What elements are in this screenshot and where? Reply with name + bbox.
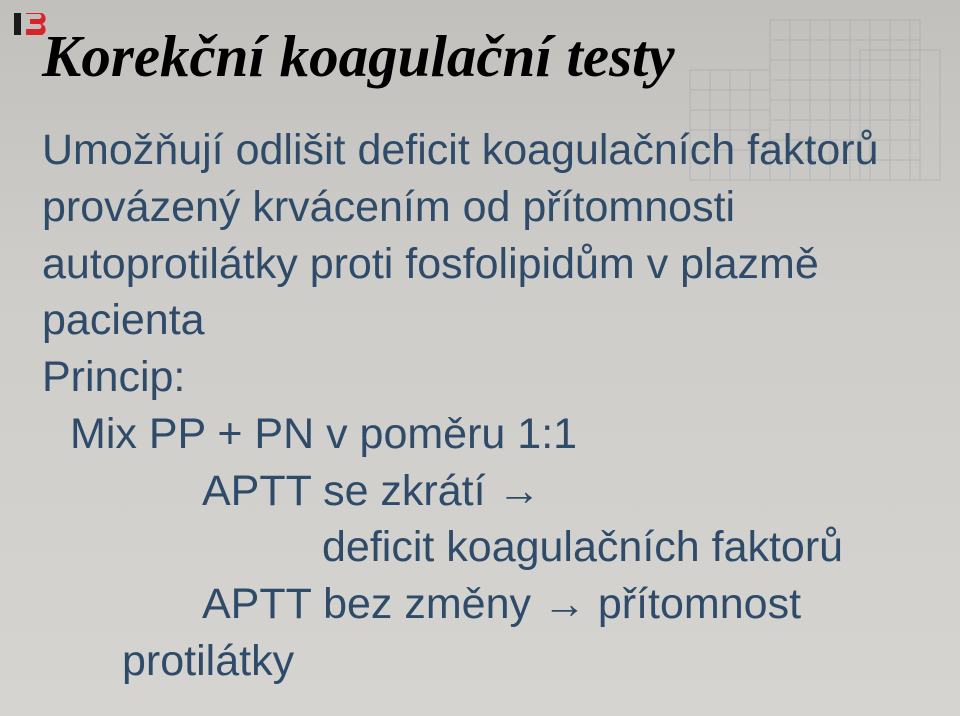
- body-line: Umožňují odlišit deficit koagulačních fa…: [42, 122, 920, 179]
- slide-body: Umožňují odlišit deficit koagulačních fa…: [42, 122, 920, 690]
- body-line: APTT se zkrátí →: [202, 463, 920, 520]
- slide-title: Korekční koagulační testy: [42, 22, 675, 91]
- body-line: provázený krvácením od přítomnosti: [42, 179, 920, 236]
- body-line: autoprotilátky proti fosfolipidům v plaz…: [42, 236, 920, 293]
- body-line: APTT bez změny → přítomnost: [202, 576, 920, 633]
- body-line: deficit koagulačních faktorů: [322, 519, 920, 576]
- body-line: Mix PP + PN v poměru 1:1: [70, 406, 920, 463]
- body-line: protilátky: [122, 633, 920, 690]
- body-line: pacienta: [42, 292, 920, 349]
- body-line: Princip:: [42, 349, 920, 406]
- slide: { "title": { "text": "Korekční koagulačn…: [0, 0, 960, 716]
